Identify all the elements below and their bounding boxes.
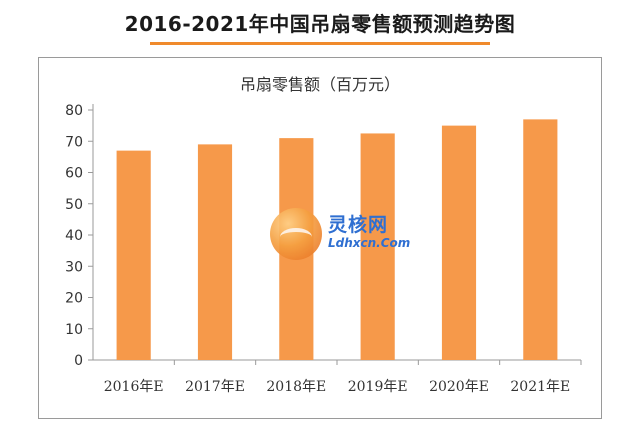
x-tick-label: 2017年E — [185, 379, 245, 395]
watermark-logo-icon — [270, 208, 322, 260]
x-tick-label: 2020年E — [429, 379, 489, 395]
watermark-url: Ldhxcn.Com — [328, 236, 411, 250]
bar — [523, 119, 558, 360]
chart-title: 吊扇零售额（百万元） — [240, 75, 400, 94]
x-tick-label: 2019年E — [348, 379, 408, 395]
x-tick-label: 2016年E — [104, 379, 164, 395]
title-underline — [150, 42, 490, 45]
chart-frame: 吊扇零售额（百万元） 0 10 20 30 40 50 60 70 80 2016年E 2017年E… — [38, 57, 602, 419]
y-tick-label: 10 — [65, 322, 83, 338]
bar — [441, 125, 477, 360]
y-tick-label: 30 — [65, 259, 83, 275]
y-tick-label: 20 — [65, 291, 83, 307]
x-tick-label: 2018年E — [266, 379, 326, 395]
page-title: 2016-2021年中国吊扇零售额预测趋势图 — [124, 12, 516, 36]
y-tick-label: 40 — [65, 228, 83, 244]
y-tick-label: 0 — [74, 353, 83, 369]
watermark: 灵核网 Ldhxcn.Com — [270, 208, 410, 264]
bar — [360, 133, 395, 360]
y-tick-label: 70 — [65, 134, 83, 150]
watermark-name: 灵核网 — [328, 214, 389, 236]
bar — [116, 150, 151, 360]
bar — [197, 144, 233, 360]
y-tick-label: 50 — [65, 197, 83, 213]
x-tick-label: 2021年E — [510, 379, 570, 395]
y-tick-label: 80 — [65, 103, 83, 119]
y-tick-label: 60 — [65, 166, 83, 182]
bar-chart: 吊扇零售额（百万元） 0 10 20 30 40 50 60 70 80 2016年E 2017年E… — [65, 75, 582, 395]
